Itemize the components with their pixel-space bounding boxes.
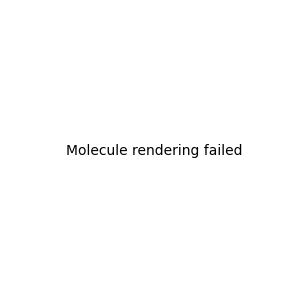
- Text: Molecule rendering failed: Molecule rendering failed: [65, 145, 242, 158]
